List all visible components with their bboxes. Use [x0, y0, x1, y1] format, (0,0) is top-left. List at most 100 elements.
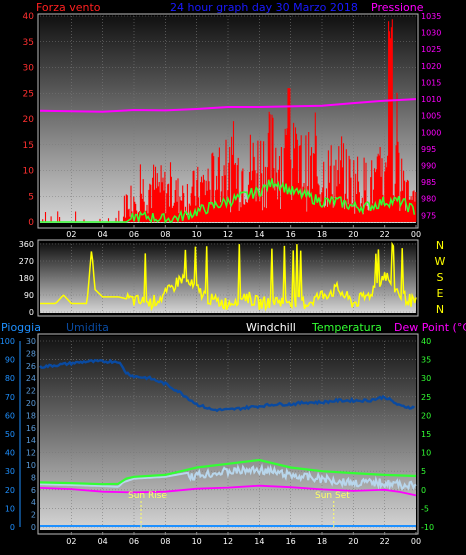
panel3-x-tick-label: 12: [223, 537, 233, 546]
humidity-axis-tick-label: 22: [26, 387, 36, 396]
humidity-axis-tick-label: 20: [26, 399, 36, 408]
humidity-axis-tick-label: 0: [31, 523, 36, 532]
rain-axis-tick-label: 80: [5, 374, 15, 383]
panel1-x-tick-label: 10: [192, 230, 202, 239]
temperature-axis-tick-label: 15: [421, 430, 431, 439]
panel1-left-tick-label: 25: [23, 89, 34, 99]
panel1-right-tick-label: 995: [421, 145, 436, 154]
humidity-axis-tick-label: 30: [26, 337, 36, 346]
panel1-x-tick-label: 22: [380, 230, 390, 239]
panel3-x-tick-label: 22: [380, 537, 390, 546]
panel3-x-tick-label: 00: [411, 537, 421, 546]
panel1-series: [39, 19, 417, 224]
humidity-axis-tick-label: 14: [26, 436, 36, 445]
panel2-left-tick-label: 0: [29, 308, 34, 317]
temperature-label: Temperatura: [311, 321, 382, 334]
panel2-left-tick-label: 360: [19, 240, 34, 249]
compass-label: N: [436, 303, 444, 316]
panel1-right-tick-label: 980: [421, 195, 436, 204]
rain-axis-tick-label: 60: [5, 411, 15, 420]
panel1-x-tick-label: 18: [317, 230, 327, 239]
rain-axis-tick-label: 50: [5, 430, 15, 439]
humidity-series: [39, 358, 416, 413]
panel1-right-tick-label: 985: [421, 178, 436, 187]
humidity-axis-tick-label: 18: [26, 411, 36, 420]
panel2-left-tick-label: 90: [24, 291, 34, 300]
rain-axis-tick-label: 0: [10, 523, 15, 532]
panel1-right-tick-label: 990: [421, 162, 436, 171]
pressure-series: [39, 98, 417, 113]
panel3-grid: [40, 340, 416, 528]
panel1-right-tick-label: 1025: [421, 45, 441, 54]
rain-axis-tick-label: 70: [5, 393, 15, 402]
temperature-axis-tick-label: -5: [421, 504, 429, 513]
humidity-axis-tick-label: 16: [26, 424, 36, 433]
sunrise-label: Sun Rise: [128, 491, 167, 501]
wind-direction-series: [40, 241, 417, 312]
panel1-right-tick-label: 1030: [421, 29, 441, 38]
rain-label: Pioggia: [1, 321, 41, 334]
panel2-left-axis: 0 90 180 270 360: [19, 240, 34, 317]
dewpoint-label: Dew Point (°C): [394, 321, 466, 334]
panel1-left-tick-label: 30: [23, 64, 35, 74]
humidity-axis-tick-label: 24: [26, 374, 36, 383]
rain-axis-tick-label: 20: [5, 486, 15, 495]
panel1-right-tick-label: 1015: [421, 78, 441, 87]
panel3-x-tick-label: 06: [129, 537, 139, 546]
panel1-x-tick-label: 02: [66, 230, 76, 239]
humidity-axis-tick-label: 28: [26, 349, 36, 358]
compass-label: S: [437, 271, 444, 284]
panel1-left-tick-label: 20: [23, 115, 35, 125]
panel3-series: [39, 358, 417, 527]
panel3-x-axis: 02 04 06 08 10 12 14 16 18 20 22 00: [66, 532, 421, 546]
rain-axis-tick-label: 30: [5, 467, 15, 476]
panel1-right-tick-label: 1000: [421, 128, 441, 137]
panel2-series: [40, 241, 417, 312]
rain-axis-tick-label: 10: [5, 504, 15, 513]
humidity-axis-tick-label: 8: [31, 473, 36, 482]
panel3-events: Sun Rise Sun Set: [128, 491, 350, 527]
windchill-label: Windchill: [246, 321, 296, 334]
humidity-axis-tick-label: 6: [31, 486, 36, 495]
panel1-right-tick-label: 1035: [421, 12, 441, 21]
wind-speed-title: Forza vento: [36, 1, 101, 14]
panel1-x-tick-label: 16: [286, 230, 296, 239]
panel1-right-tick-label: 1020: [421, 62, 441, 71]
temperature-axis-tick-label: 5: [421, 467, 426, 476]
panel3-x-tick-label: 10: [192, 537, 202, 546]
panel1-left-axis: 0 5 10 15 20 25 30 35 40: [23, 12, 35, 228]
pressure-title: Pressione: [371, 1, 424, 14]
temperature-axis-tick-label: 25: [421, 393, 431, 402]
panel1-x-tick-label: 04: [98, 230, 108, 239]
panel3-x-tick-label: 14: [254, 537, 264, 546]
panel3-x-tick-label: 20: [348, 537, 358, 546]
panel1-left-tick-label: 0: [28, 218, 34, 228]
humidity-label: Umidita: [66, 321, 109, 334]
humidity-axis-tick-label: 2: [31, 511, 36, 520]
compass-label: N: [436, 239, 444, 252]
panel3-x-tick-label: 18: [317, 537, 327, 546]
panel3-x-tick-label: 16: [286, 537, 296, 546]
rain-axis-tick-label: 40: [5, 449, 15, 458]
dewpoint-series: [39, 484, 417, 497]
panel1-x-tick-label: 20: [348, 230, 358, 239]
panel3-axes: 0102030405060708090100024681012141618202…: [0, 337, 434, 532]
temperature-axis-tick-label: -10: [421, 523, 434, 532]
temperature-axis-tick-label: 35: [421, 356, 431, 365]
panel1-x-tick-label: 08: [160, 230, 170, 239]
panel1-left-tick-label: 40: [23, 12, 35, 22]
panel3-x-tick-label: 04: [98, 537, 108, 546]
panel1-x-axis: 02 04 06 08 10 12 14 16 18 20 22 00: [66, 225, 421, 239]
humidity-axis-tick-label: 10: [26, 461, 36, 470]
temperature-axis-tick-label: 40: [421, 337, 431, 346]
compass-label: E: [437, 287, 444, 300]
sunset-label: Sun Set: [315, 491, 350, 501]
temperature-axis-tick-label: 0: [421, 486, 426, 495]
compass-label: W: [435, 255, 446, 268]
panel1-x-tick-label: 00: [411, 230, 421, 239]
panel1-x-tick-label: 06: [129, 230, 139, 239]
panel1-right-tick-label: 975: [421, 211, 436, 220]
temperature-axis-tick-label: 20: [421, 411, 431, 420]
